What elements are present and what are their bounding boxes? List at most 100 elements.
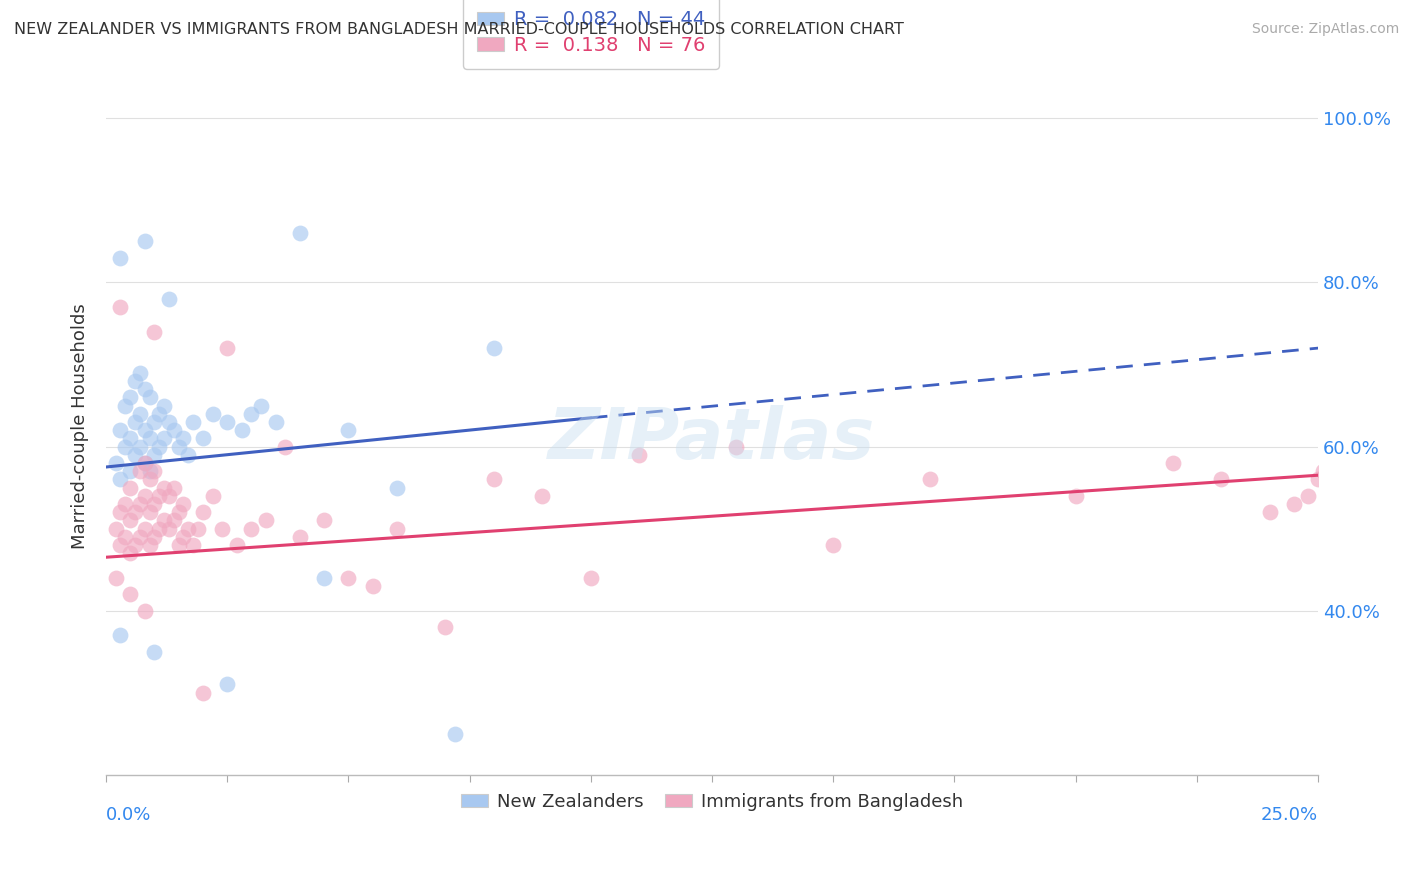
Point	[254, 513, 277, 527]
Point	[134, 382, 156, 396]
Point	[167, 440, 190, 454]
Point	[177, 448, 200, 462]
Point	[153, 431, 176, 445]
Point	[138, 538, 160, 552]
Point	[128, 530, 150, 544]
Point	[1308, 472, 1330, 486]
Point	[579, 571, 602, 585]
Point	[148, 440, 170, 454]
Point	[153, 513, 176, 527]
Point	[191, 431, 214, 445]
Point	[157, 522, 180, 536]
Point	[217, 341, 239, 355]
Point	[104, 571, 127, 585]
Point	[314, 513, 336, 527]
Point	[1341, 464, 1364, 478]
Point	[124, 415, 146, 429]
Point	[134, 423, 156, 437]
Text: NEW ZEALANDER VS IMMIGRANTS FROM BANGLADESH MARRIED-COUPLE HOUSEHOLDS CORRELATIO: NEW ZEALANDER VS IMMIGRANTS FROM BANGLAD…	[14, 22, 904, 37]
Point	[225, 538, 247, 552]
Point	[120, 587, 142, 601]
Point	[138, 472, 160, 486]
Point	[110, 300, 132, 314]
Point	[124, 505, 146, 519]
Point	[444, 726, 467, 740]
Point	[128, 366, 150, 380]
Point	[157, 292, 180, 306]
Point	[288, 227, 311, 241]
Point	[110, 251, 132, 265]
Point	[143, 448, 166, 462]
Point	[134, 456, 156, 470]
Point	[240, 522, 263, 536]
Point	[128, 497, 150, 511]
Point	[240, 407, 263, 421]
Point	[153, 481, 176, 495]
Point	[163, 481, 186, 495]
Point	[1258, 505, 1281, 519]
Point	[120, 513, 142, 527]
Point	[211, 522, 233, 536]
Point	[531, 489, 554, 503]
Point	[143, 415, 166, 429]
Point	[163, 423, 186, 437]
Point	[143, 464, 166, 478]
Point	[173, 431, 195, 445]
Point	[120, 431, 142, 445]
Point	[1360, 489, 1382, 503]
Point	[114, 440, 136, 454]
Point	[134, 456, 156, 470]
Point	[191, 505, 214, 519]
Point	[143, 497, 166, 511]
Point	[120, 390, 142, 404]
Point	[134, 489, 156, 503]
Point	[153, 399, 176, 413]
Point	[124, 374, 146, 388]
Point	[124, 538, 146, 552]
Text: 25.0%: 25.0%	[1261, 806, 1319, 824]
Y-axis label: Married-couple Households: Married-couple Households	[72, 303, 89, 549]
Point	[361, 579, 384, 593]
Point	[104, 522, 127, 536]
Point	[128, 440, 150, 454]
Point	[120, 481, 142, 495]
Point	[138, 505, 160, 519]
Point	[217, 677, 239, 691]
Point	[110, 423, 132, 437]
Point	[134, 522, 156, 536]
Point	[434, 620, 457, 634]
Point	[250, 399, 273, 413]
Point	[1064, 489, 1087, 503]
Point	[288, 530, 311, 544]
Point	[148, 489, 170, 503]
Point	[385, 481, 408, 495]
Point	[157, 415, 180, 429]
Point	[114, 530, 136, 544]
Point	[337, 423, 360, 437]
Point	[104, 456, 127, 470]
Point	[1326, 513, 1348, 527]
Point	[1282, 497, 1305, 511]
Point	[173, 530, 195, 544]
Text: Source: ZipAtlas.com: Source: ZipAtlas.com	[1251, 22, 1399, 37]
Point	[157, 489, 180, 503]
Point	[138, 390, 160, 404]
Point	[628, 448, 651, 462]
Point	[1351, 472, 1374, 486]
Point	[148, 407, 170, 421]
Point	[482, 472, 505, 486]
Point	[110, 472, 132, 486]
Point	[114, 497, 136, 511]
Point	[1331, 497, 1354, 511]
Point	[1355, 505, 1378, 519]
Point	[920, 472, 942, 486]
Legend: New Zealanders, Immigrants from Bangladesh: New Zealanders, Immigrants from Banglade…	[454, 785, 970, 818]
Point	[1312, 464, 1334, 478]
Point	[1322, 481, 1344, 495]
Point	[110, 505, 132, 519]
Point	[482, 341, 505, 355]
Point	[143, 644, 166, 658]
Point	[201, 407, 224, 421]
Point	[167, 505, 190, 519]
Point	[181, 538, 204, 552]
